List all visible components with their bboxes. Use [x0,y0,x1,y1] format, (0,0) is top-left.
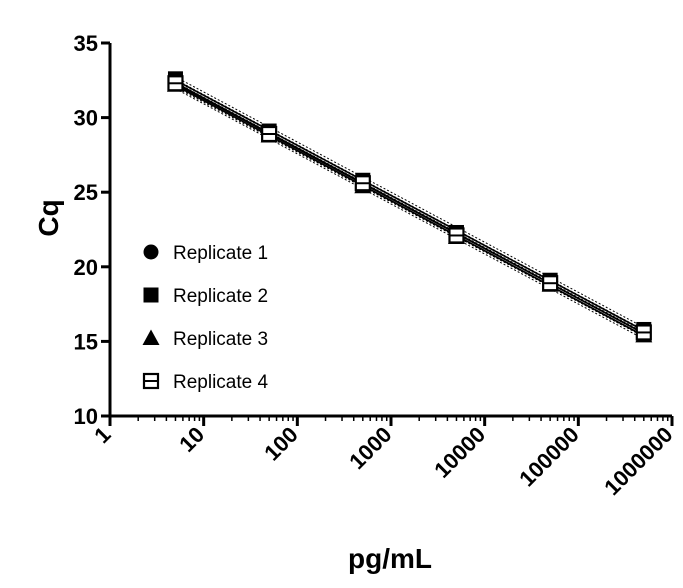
legend-marker-4 [142,372,160,390]
data-point-replicate-4-3 [448,227,465,244]
x-tick-label-2: 100 [259,422,303,466]
x-tick-label-1: 10 [174,422,209,457]
legend: Replicate 1 Replicate 2 Replicate 3 Replica… [142,243,268,393]
x-tick-label-0: 1 [89,422,115,448]
y-axis-title: Cq [33,199,64,236]
x-tick-label-5: 100000 [514,422,584,492]
legend-marker-2 [143,287,159,303]
y-tick-label-0: 10 [74,404,98,429]
fit-line-4 [175,83,645,335]
legend-label-1: Replicate 1 [173,243,268,264]
confidence-band-4-lower [175,86,645,338]
data-point-replicate-4-4 [542,275,559,292]
data-point-replicate-4-5 [635,324,652,341]
legend-marker-1 [143,244,159,260]
legend-label-4: Replicate 4 [173,372,268,393]
y-tick-label-5: 35 [74,31,98,56]
y-tick-label-2: 20 [74,255,98,280]
legend-label-2: Replicate 2 [173,286,268,307]
data-point-replicate-4-1 [261,125,278,143]
confidence-band-3-lower [175,88,645,340]
y-tick-label-3: 25 [74,180,98,205]
confidence-band-4-upper [175,80,645,331]
x-axis-title: pg/mL [348,543,432,574]
fit-lines [175,76,645,340]
x-tick-label-4: 10000 [429,422,490,483]
legend-label-3: Replicate 3 [173,329,268,350]
markers [166,71,653,343]
data-point-replicate-4-2 [354,175,371,192]
data-point-replicate-4-0 [167,75,184,92]
y-tick-label-4: 30 [74,106,98,131]
fit-line-3 [175,84,645,337]
legend-marker-3 [142,329,160,345]
confidence-band-2-upper [175,76,645,328]
confidence-band-3-upper [175,81,645,333]
x-tick-label-6: 1000000 [599,422,677,500]
y-tick-label-1: 15 [74,329,98,354]
x-tick-label-3: 1000 [344,422,396,474]
